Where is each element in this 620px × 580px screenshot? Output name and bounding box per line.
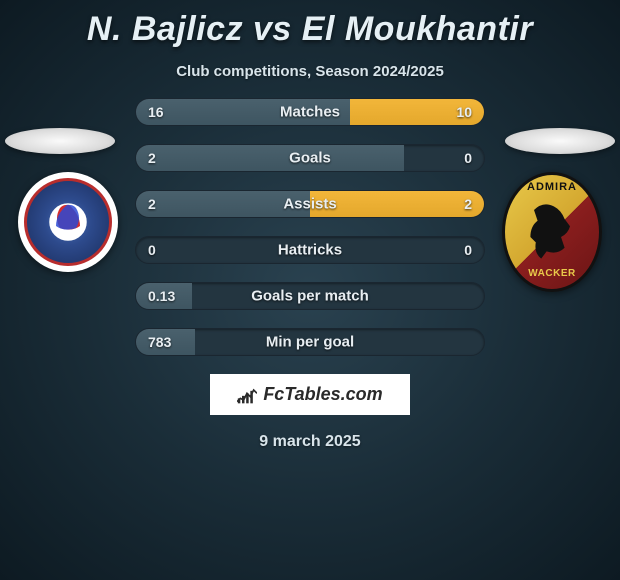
stat-bar-track: Matches 16 10 <box>135 98 485 126</box>
stat-label: Goals <box>289 150 331 167</box>
branding-text: FcTables.com <box>263 384 382 405</box>
stat-value-right: 0 <box>464 242 472 258</box>
chart-icon <box>237 386 257 404</box>
player-left-platform <box>5 128 115 154</box>
volleyball-icon <box>48 202 88 242</box>
stat-row: Matches 16 10 <box>135 98 485 126</box>
stat-label: Hattricks <box>278 242 342 259</box>
stat-label: Assists <box>283 196 336 213</box>
badge-text-top: ADMIRA <box>505 181 599 193</box>
stat-value-left: 0.13 <box>148 288 175 304</box>
team-left-badge <box>18 172 118 272</box>
stat-bar-track: Hattricks 0 0 <box>135 236 485 264</box>
stat-value-right: 10 <box>456 104 472 120</box>
stat-label: Goals per match <box>251 288 369 305</box>
griffin-icon <box>525 201 579 261</box>
stat-row: Hattricks 0 0 <box>135 236 485 264</box>
stat-row: Goals per match 0.13 <box>135 282 485 310</box>
stat-value-left: 2 <box>148 196 156 212</box>
team-right-badge: ADMIRA WACKER <box>502 172 602 292</box>
stat-bar-track: Assists 2 2 <box>135 190 485 218</box>
stat-row: Goals 2 0 <box>135 144 485 172</box>
stat-label: Matches <box>280 104 340 121</box>
stat-value-left: 0 <box>148 242 156 258</box>
stats-container: Matches1610Goals20Assists22Hattricks00Go… <box>135 98 485 356</box>
badge-text-bottom: WACKER <box>505 268 599 279</box>
season-subtitle: Club competitions, Season 2024/2025 <box>0 63 620 80</box>
comparison-date: 9 march 2025 <box>0 433 620 451</box>
stat-value-right: 0 <box>464 150 472 166</box>
stat-value-left: 16 <box>148 104 164 120</box>
stat-label: Min per goal <box>266 334 354 351</box>
stat-bar-track: Goals per match 0.13 <box>135 282 485 310</box>
stat-value-left: 2 <box>148 150 156 166</box>
stat-value-left: 783 <box>148 334 171 350</box>
stat-bar-track: Goals 2 0 <box>135 144 485 172</box>
branding-box: FcTables.com <box>210 374 410 415</box>
player-right-platform <box>505 128 615 154</box>
stat-value-right: 2 <box>464 196 472 212</box>
comparison-title: N. Bajlicz vs El Moukhantir <box>0 0 620 49</box>
stat-bar-left <box>136 145 404 171</box>
stat-row: Assists 2 2 <box>135 190 485 218</box>
stat-bar-track: Min per goal 783 <box>135 328 485 356</box>
stat-row: Min per goal 783 <box>135 328 485 356</box>
